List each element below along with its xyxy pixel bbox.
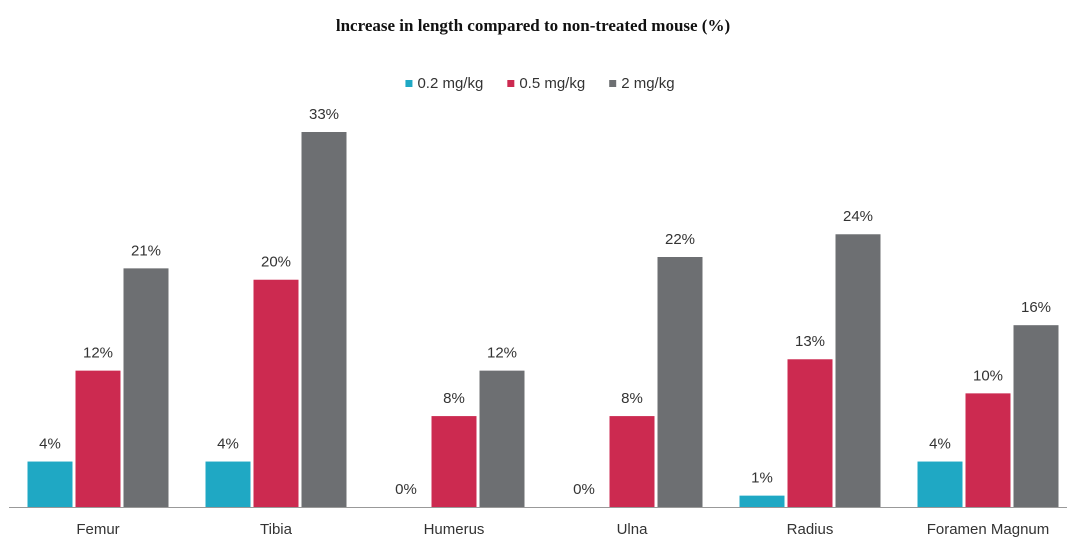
- bar: [657, 257, 703, 507]
- bar: [205, 461, 251, 507]
- chart-title: lncrease in length compared to non-treat…: [336, 16, 730, 35]
- data-label: 10%: [973, 367, 1003, 384]
- x-tick-label: Foramen Magnum: [927, 521, 1050, 538]
- data-label: 12%: [487, 345, 517, 362]
- bar: [479, 370, 525, 507]
- data-label: 20%: [261, 254, 291, 271]
- data-label: 21%: [131, 242, 161, 259]
- data-label: 4%: [929, 436, 951, 453]
- legend-swatch: [609, 80, 617, 87]
- x-tick-label: Ulna: [617, 521, 649, 538]
- data-label: 4%: [39, 436, 61, 453]
- data-label: 4%: [217, 436, 239, 453]
- bar: [253, 279, 299, 507]
- x-tick-label: Radius: [787, 521, 834, 538]
- bar: [787, 359, 833, 507]
- data-label: 13%: [795, 333, 825, 350]
- bar: [301, 132, 347, 507]
- x-tick-label: Femur: [76, 521, 119, 538]
- legend-label: 0.5 mg/kg: [519, 75, 585, 92]
- legend-label: 0.2 mg/kg: [417, 75, 483, 92]
- data-label: 8%: [621, 390, 643, 407]
- data-label: 24%: [843, 208, 873, 225]
- data-label: 1%: [751, 470, 773, 487]
- data-label: 16%: [1021, 299, 1051, 316]
- x-tick-label: Humerus: [424, 521, 485, 538]
- data-label: 22%: [665, 231, 695, 248]
- data-label: 12%: [83, 345, 113, 362]
- bar: [965, 393, 1011, 507]
- data-label: 0%: [395, 481, 417, 498]
- bar: [1013, 325, 1059, 507]
- bar: [123, 268, 169, 507]
- data-label: 33%: [309, 106, 339, 123]
- bar: [917, 461, 963, 507]
- bar: [739, 495, 785, 507]
- data-label: 0%: [573, 481, 595, 498]
- x-tick-label: Tibia: [260, 521, 293, 538]
- legend-label: 2 mg/kg: [621, 75, 674, 92]
- legend-swatch: [507, 80, 515, 87]
- bar: [609, 416, 655, 507]
- legend-swatch: [405, 80, 413, 87]
- bar: [27, 461, 73, 507]
- data-label: 8%: [443, 390, 465, 407]
- bar: [431, 416, 477, 507]
- bar: [75, 370, 121, 507]
- bar: [835, 234, 881, 508]
